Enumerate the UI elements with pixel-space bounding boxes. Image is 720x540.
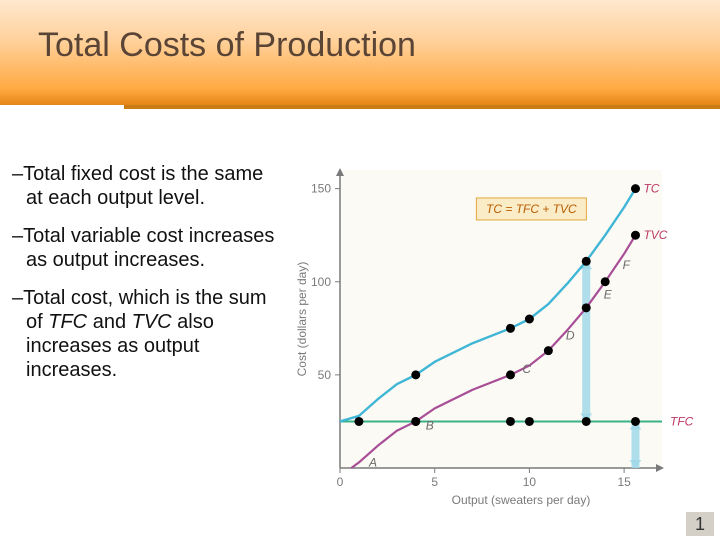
svg-text:F: F xyxy=(623,258,631,272)
header-rule xyxy=(124,105,720,109)
svg-text:TVC: TVC xyxy=(643,228,667,242)
svg-text:C: C xyxy=(522,362,531,376)
bullet-list: –Total fixed cost is the same at each ou… xyxy=(12,162,282,396)
svg-text:TFC: TFC xyxy=(670,414,694,428)
list-item: –Total cost, which is the sum of TFC and… xyxy=(12,286,282,382)
svg-text:Output (sweaters per day): Output (sweaters per day) xyxy=(452,493,591,507)
svg-text:10: 10 xyxy=(523,475,537,489)
svg-text:5: 5 xyxy=(431,475,438,489)
svg-text:50: 50 xyxy=(318,368,332,382)
svg-text:0: 0 xyxy=(337,475,344,489)
svg-text:Cost (dollars per day): Cost (dollars per day) xyxy=(295,262,309,377)
page-title: Total Costs of Production xyxy=(38,26,416,65)
cost-chart: 0 5 10 15 50 100 150 Output (sweaters per day) C… xyxy=(292,160,702,510)
svg-text:D: D xyxy=(566,329,575,343)
page-number: 1 xyxy=(686,512,714,536)
svg-text:B: B xyxy=(426,419,434,433)
svg-text:100: 100 xyxy=(311,275,331,289)
list-item: –Total fixed cost is the same at each ou… xyxy=(12,162,282,210)
svg-text:15: 15 xyxy=(617,475,631,489)
svg-text:TC: TC xyxy=(643,182,659,196)
svg-text:A: A xyxy=(368,456,377,470)
svg-text:E: E xyxy=(604,288,613,302)
svg-text:TC = TFC + TVC: TC = TFC + TVC xyxy=(486,202,577,216)
list-item: –Total variable cost increases as output… xyxy=(12,224,282,272)
svg-text:150: 150 xyxy=(311,182,331,196)
